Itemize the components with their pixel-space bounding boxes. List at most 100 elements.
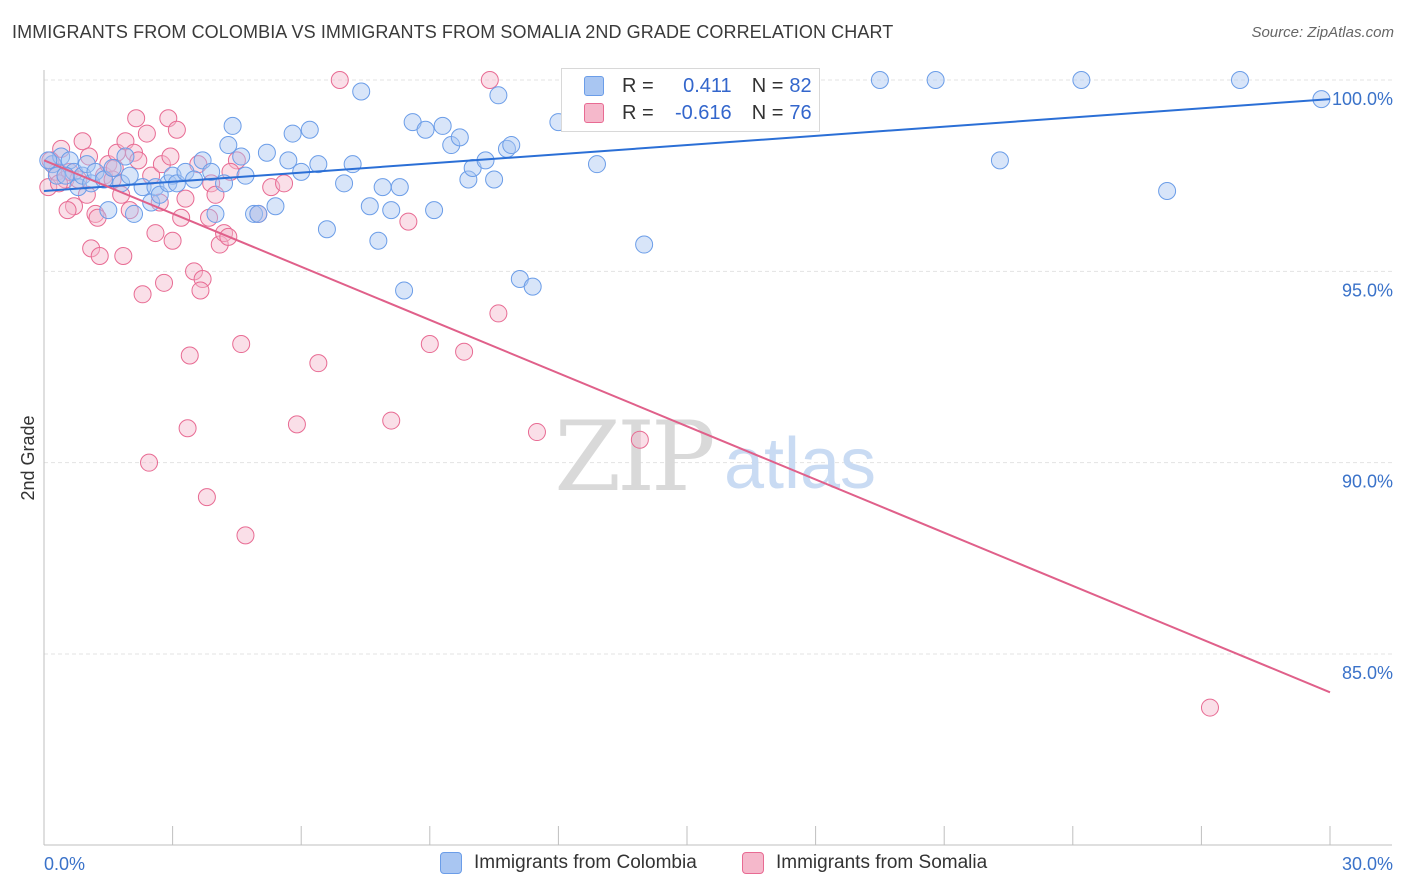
somalia-point — [330, 71, 349, 89]
somalia-point — [1200, 698, 1219, 717]
somalia-point — [480, 71, 499, 89]
somalia-point — [489, 304, 508, 323]
colombia-point — [103, 159, 122, 178]
somalia-point — [137, 124, 156, 143]
legend-r-value: 0.411 — [683, 74, 732, 97]
colombia-point — [416, 120, 435, 139]
gridlines — [44, 79, 1392, 655]
colombia-point — [99, 201, 118, 220]
colombia-point — [635, 235, 654, 254]
somalia-point — [146, 224, 165, 243]
legend-n-value: 82 — [789, 74, 812, 97]
colombia-point — [1072, 71, 1091, 89]
legend-item-somalia[interactable]: Immigrants from Somalia — [742, 852, 987, 874]
somalia-point — [155, 273, 174, 292]
colombia-point — [459, 170, 478, 189]
y-tick-label: 100.0% — [1332, 89, 1393, 109]
y-tick-label: 95.0% — [1342, 280, 1393, 300]
somalia-point — [163, 231, 182, 250]
legend-item-colombia[interactable]: Immigrants from Colombia — [440, 852, 697, 874]
somalia-point — [167, 120, 186, 139]
somalia-point — [236, 526, 255, 545]
somalia-point — [80, 147, 99, 166]
somalia-point — [193, 269, 212, 288]
colombia-point — [870, 71, 889, 89]
legend-row-somalia: R = -0.616 N = 76 — [584, 100, 812, 126]
y-tick-label: 85.0% — [1342, 663, 1393, 683]
somalia-point — [133, 285, 152, 304]
colombia-point — [116, 147, 135, 166]
colombia-point — [382, 201, 401, 220]
legend-swatch-somalia — [584, 103, 604, 123]
legend-n-label: N = — [751, 74, 784, 97]
y-axis-title: 2nd Grade — [18, 415, 38, 500]
somalia-trend-line — [43, 159, 1331, 694]
somalia-point — [127, 109, 146, 128]
colombia-point — [317, 220, 336, 239]
colombia-point — [369, 231, 388, 250]
colombia-point — [266, 197, 285, 216]
colombia-point — [373, 178, 392, 197]
colombia-point — [390, 178, 409, 197]
somalia-point — [221, 162, 240, 181]
colombia-point — [335, 174, 354, 193]
colombia-point — [283, 124, 302, 143]
colombia-point — [450, 128, 469, 147]
somalia-point — [180, 346, 199, 365]
legend-r-label: R = — [622, 74, 654, 97]
series-somalia-points — [39, 71, 1219, 717]
colombia-point — [1158, 181, 1177, 200]
y-tick-label: 90.0% — [1342, 472, 1393, 492]
somalia-point — [88, 208, 107, 227]
legend-row-colombia: R = 0.411 N = 82 — [584, 73, 812, 99]
stats-legend: R = 0.411 N = 82 R = -0.616 N = 76 — [561, 68, 820, 132]
colombia-point — [219, 136, 238, 155]
somalia-point — [527, 423, 546, 442]
axes — [43, 70, 1392, 846]
colombia-point — [202, 162, 221, 181]
colombia-point — [926, 71, 945, 89]
chart-title: IMMIGRANTS FROM COLOMBIA VS IMMIGRANTS F… — [12, 22, 894, 42]
colombia-point — [245, 204, 264, 223]
legend-label-colombia: Immigrants from Colombia — [474, 852, 697, 873]
somalia-point — [275, 174, 294, 193]
legend-swatch-colombia — [584, 76, 604, 96]
somalia-point — [382, 411, 401, 430]
colombia-point — [257, 143, 276, 162]
colombia-point — [395, 281, 414, 300]
colombia-point — [39, 151, 58, 170]
series-legend: Immigrants from Colombia Immigrants from… — [0, 852, 1406, 878]
somalia-point — [455, 342, 474, 361]
colombia-point — [206, 204, 225, 223]
legend-n-label: N = — [751, 101, 784, 124]
watermark-zip: ZIP — [554, 401, 713, 513]
colombia-point — [309, 155, 328, 174]
legend-swatch-somalia — [742, 852, 764, 874]
legend-swatch-colombia — [440, 852, 462, 874]
colombia-point — [232, 147, 251, 166]
colombia-point — [352, 82, 371, 101]
colombia-point — [249, 204, 268, 223]
somalia-point — [420, 335, 439, 354]
colombia-point — [523, 277, 542, 296]
legend-r-value: -0.616 — [674, 101, 732, 124]
chart-source: Source: ZipAtlas.com — [1251, 24, 1394, 41]
colombia-point — [425, 201, 444, 220]
colombia-point — [279, 151, 298, 170]
x-tick-label: 0.0% — [44, 854, 85, 874]
colombia-point — [223, 116, 242, 135]
colombia-point — [125, 204, 144, 223]
colombia-point — [485, 170, 504, 189]
colombia-point — [489, 86, 508, 105]
legend-label-somalia: Immigrants from Somalia — [776, 852, 988, 873]
somalia-point — [309, 354, 328, 373]
watermark: ZIP atlas — [554, 401, 876, 513]
watermark-atlas: atlas — [724, 424, 876, 504]
legend-n-value: 76 — [789, 101, 812, 124]
x-tick-label: 30.0% — [1342, 854, 1393, 874]
somalia-point — [178, 419, 197, 438]
legend-r-label: R = — [622, 101, 654, 124]
somalia-point — [176, 189, 195, 208]
axis-labels: 100.0% 95.0% 90.0% 85.0% 0.0% 30.0% 2nd Grade — [18, 89, 1393, 874]
